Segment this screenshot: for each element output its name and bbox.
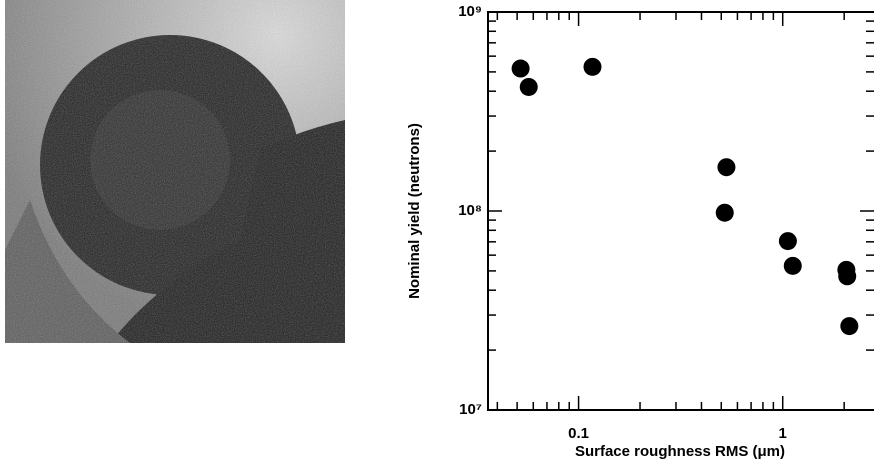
data-point xyxy=(778,232,797,251)
data-point xyxy=(519,77,538,96)
y-tick-label: 10⁸ xyxy=(458,202,482,219)
x-tick-label: 1 xyxy=(779,425,787,442)
data-point xyxy=(715,203,734,222)
data-point xyxy=(511,59,530,78)
data-point xyxy=(783,256,802,275)
x-axis-label: Surface roughness RMS (μm) xyxy=(575,443,785,460)
y-tick-label: 10⁷ xyxy=(459,401,482,418)
y-tick-label: 10⁹ xyxy=(458,3,482,20)
data-point xyxy=(838,267,857,286)
x-tick-label: 0.1 xyxy=(568,425,589,442)
y-axis-label: Nominal yield (neutrons) xyxy=(406,123,423,299)
plot-frame xyxy=(487,11,874,411)
data-point xyxy=(583,57,602,76)
data-point xyxy=(717,158,736,177)
data-point xyxy=(840,317,859,336)
micrograph xyxy=(5,0,345,343)
